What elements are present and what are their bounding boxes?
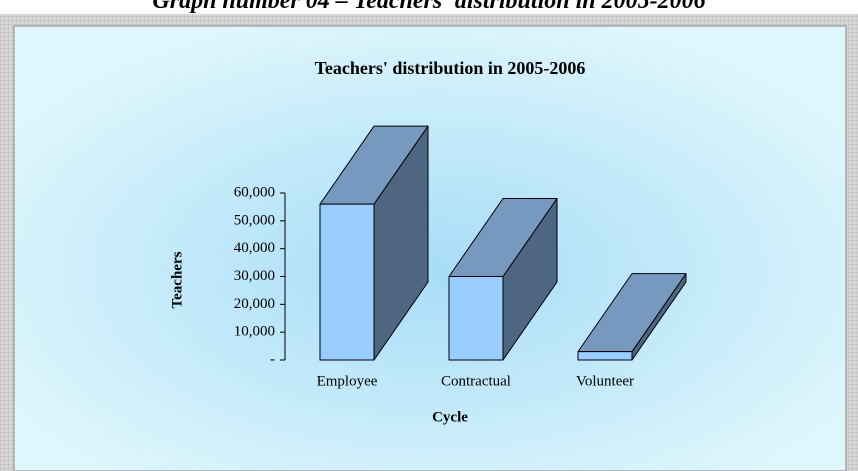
y-tick-label: 40,000: [234, 240, 275, 256]
y-axis-label: Teachers: [169, 251, 185, 308]
y-tick-label: 60,000: [234, 184, 275, 200]
bar: [319, 203, 375, 361]
x-tick-label: Volunteer: [576, 373, 634, 389]
plot-background: [13, 25, 847, 471]
x-tick-label: Employee: [317, 373, 378, 389]
x-axis-label: Cycle: [432, 409, 468, 425]
y-tick-label: 30,000: [234, 268, 275, 284]
caption: Graph number 04 – Teachers' distribution…: [152, 0, 706, 14]
chart-title: Teachers' distribution in 2005-2006: [315, 58, 586, 78]
y-tick-label: 50,000: [234, 212, 275, 228]
y-tick-label: 10,000: [234, 324, 275, 340]
bar: [577, 351, 633, 361]
x-tick-label: Contractual: [441, 373, 511, 389]
y-tick-label: -: [270, 351, 275, 367]
bar: [448, 276, 504, 361]
y-tick-label: 20,000: [234, 296, 275, 312]
